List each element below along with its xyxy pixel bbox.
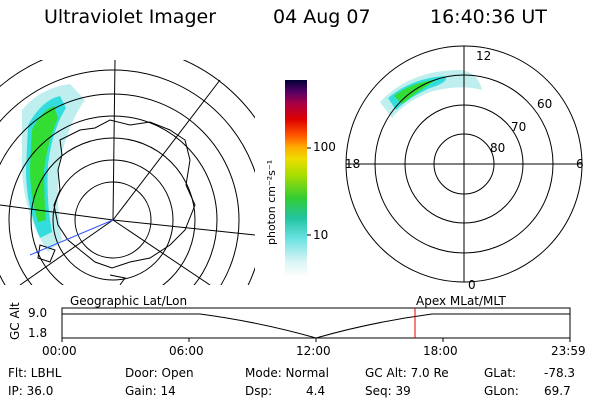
x-tick-0000: 00:00 — [42, 344, 77, 358]
gain-info: Gain: 14 — [125, 384, 176, 398]
mlat-label-60: 60 — [537, 97, 553, 111]
dsp-label: Dsp: — [245, 384, 273, 398]
glat-value: -78.3 — [544, 366, 576, 380]
x-tick-0600: 06:00 — [169, 344, 204, 358]
mlt-label-0: 0 — [468, 278, 476, 292]
timeline-ticks — [61, 338, 571, 342]
mlt-label-12: 12 — [476, 49, 492, 63]
geographic-map — [0, 60, 255, 285]
mode-info: Mode: Normal — [245, 366, 329, 380]
apex-coords-label: Apex MLat/MLT — [416, 294, 506, 308]
orbit-timeline — [61, 307, 571, 342]
coastline — [53, 119, 196, 269]
geographic-coords-label: Geographic Lat/Lon — [70, 294, 188, 308]
terminator-line — [29, 219, 114, 256]
mlat-label-80: 80 — [490, 141, 506, 155]
dsp-value: 4.4 — [306, 384, 326, 398]
meridians — [0, 60, 255, 285]
mlt-label-6: 6 — [576, 157, 584, 171]
time-label: 16:40:36 UT — [430, 6, 547, 28]
mlt-label-18: 18 — [345, 157, 361, 171]
app-title: Ultraviolet Imager — [44, 6, 217, 28]
glon-label: GLon: — [484, 384, 519, 398]
colorbar-tick-10: 10 — [313, 228, 329, 242]
colorbar-tick-100: 100 — [313, 140, 336, 154]
glat-label: GLat: — [484, 366, 517, 380]
y-tick-top: 9.0 — [28, 306, 48, 320]
colorbar-label: photon cm⁻²s⁻¹ — [265, 159, 278, 245]
glon-value: 69.7 — [544, 384, 571, 398]
y-tick-bottom: 1.8 — [28, 326, 48, 340]
date-label: 04 Aug 07 — [273, 6, 371, 28]
altitude-curve — [62, 313, 570, 339]
colorbar-ticks — [307, 147, 311, 236]
door-info: Door: Open — [125, 366, 194, 380]
latitude-circles — [0, 60, 255, 285]
x-tick-2359: 23:59 — [551, 344, 586, 358]
gc-alt-info: GC Alt: 7.0 Re — [365, 366, 449, 380]
x-tick-1800: 18:00 — [423, 344, 458, 358]
polar-mlt-plot — [345, 45, 583, 283]
x-tick-1200: 12:00 — [296, 344, 331, 358]
seq-info: Seq: 39 — [365, 384, 411, 398]
gc-alt-axis-label: GC Alt — [8, 302, 22, 340]
filter-info: Flt: LBHL — [8, 366, 62, 380]
mlat-label-70: 70 — [511, 120, 527, 134]
ip-info: IP: 36.0 — [8, 384, 54, 398]
color-bar — [285, 80, 307, 277]
